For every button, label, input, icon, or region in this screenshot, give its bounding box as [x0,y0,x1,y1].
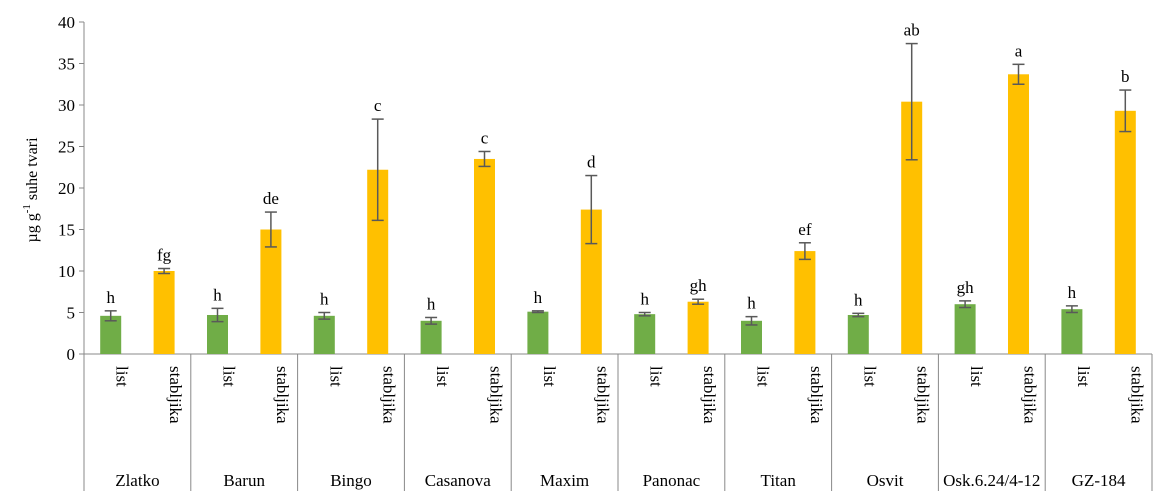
significance-label: gh [957,278,975,297]
significance-label: h [534,288,543,307]
bar-list [207,314,228,354]
significance-label: h [427,294,436,313]
group-label: Osk.6.24/4-12 [943,471,1040,490]
category-label-stabljika: stabljika [1127,366,1146,424]
category-label-list: list [113,366,132,387]
category-label-list: list [326,366,345,387]
group-label: Panonac [643,471,701,490]
category-label-stabljika: stabljika [487,366,506,424]
significance-label: fg [157,246,172,265]
bar-stabljika [580,209,602,354]
y-axis-label-text: suhe tvari [24,137,41,204]
significance-label: h [747,294,756,313]
significance-label: h [854,290,863,309]
group-label: Barun [223,471,265,490]
y-axis-label-unit: µg g [24,213,41,242]
bar-list [100,315,122,354]
y-tick-label: 10 [58,262,75,281]
bar-list [954,304,976,354]
bar-list [527,311,549,354]
significance-label: h [1068,283,1077,302]
bar-stabljika [794,251,816,354]
bar-stabljika [901,101,923,355]
category-label-stabljika: stabljika [593,366,612,424]
bar-list [741,320,762,354]
bar-stabljika [367,169,389,354]
bar-stabljika [153,271,175,354]
category-label-list: list [1074,366,1093,387]
significance-label: h [106,288,115,307]
y-tick-label: 20 [58,179,75,198]
category-label-list: list [433,366,452,387]
category-label-stabljika: stabljika [1021,366,1040,424]
category-label-stabljika: stabljika [273,366,292,424]
significance-label: h [213,285,222,304]
significance-label: d [587,153,596,172]
y-axis-label: µg g-1 suhe tvari [21,137,41,243]
significance-label: gh [690,276,708,295]
y-tick-label: 30 [58,96,75,115]
category-label-stabljika: stabljika [914,366,933,424]
y-tick-label: 25 [58,138,75,157]
bar-list [847,314,869,354]
bar-list [1061,309,1083,354]
significance-label: h [640,290,649,309]
bar-stabljika [474,158,495,354]
bar-list [420,320,442,354]
category-label-stabljika: stabljika [700,366,719,424]
category-label-stabljika: stabljika [807,366,826,424]
bar-stabljika [260,229,282,354]
bar-stabljika [1114,110,1136,354]
group-label: Titan [761,471,797,490]
category-label-list: list [220,366,239,387]
y-tick-label: 40 [58,13,75,32]
y-axis-label-exponent: -1 [21,204,33,213]
significance-label: b [1121,67,1130,86]
category-label-list: list [540,366,559,387]
significance-label: ab [904,21,920,40]
significance-label: c [374,96,382,115]
category-label-stabljika: stabljika [380,366,399,424]
category-label-stabljika: stabljika [166,366,185,424]
group-label: Casanova [425,471,492,490]
category-label-list: list [967,366,986,387]
group-label: Bingo [330,471,372,490]
bar-list [313,315,335,354]
bar-stabljika [1008,74,1029,354]
y-tick-label: 35 [58,55,75,74]
group-label: Maxim [540,471,589,490]
significance-label: ef [798,220,812,239]
group-label: GZ-184 [1072,471,1126,490]
group-label: Zlatko [115,471,159,490]
y-tick-label: 5 [67,304,76,323]
category-label-list: list [647,366,666,387]
category-label-list: list [754,366,773,387]
bar-list [634,314,656,354]
significance-label: h [320,290,329,309]
category-label-list: list [860,366,879,387]
significance-label: de [263,189,279,208]
y-tick-label: 0 [67,345,76,364]
significance-label: c [481,128,489,147]
group-label: Osvit [867,471,904,490]
significance-label: a [1015,41,1023,60]
bar-stabljika [687,301,709,354]
y-tick-label: 15 [58,221,75,240]
